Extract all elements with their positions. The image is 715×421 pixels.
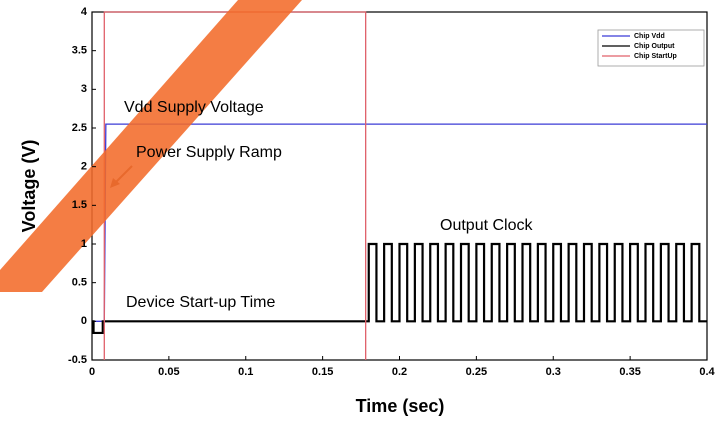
x-tick-label: 0.2: [392, 366, 407, 378]
x-tick-label: 0.4: [699, 366, 715, 378]
x-tick-label: 0.25: [466, 366, 487, 378]
x-tick-label: 0.1: [238, 366, 253, 378]
arrow-line: [113, 165, 133, 185]
legend-label: Chip StartUp: [634, 53, 677, 60]
y-axis-title: Voltage (V): [19, 140, 39, 233]
x-axis-title: Time (sec): [356, 396, 445, 416]
legend-label: Chip Vdd: [634, 33, 665, 40]
x-tick-label: 0.15: [312, 366, 333, 378]
y-tick-label: 4: [81, 6, 88, 18]
arrow: [110, 165, 133, 188]
y-tick-label: -0.5: [68, 354, 87, 366]
x-tick-label: 0: [89, 366, 95, 378]
legend: [597, 29, 705, 67]
y-tick-label: 2: [81, 161, 87, 173]
y-tick-label: 1.5: [72, 199, 87, 211]
y-tick-label: 2.5: [72, 122, 87, 134]
y-tick-label: 0: [81, 315, 87, 327]
y-tick-label: 0.5: [72, 277, 87, 289]
x-tick-label: 0.05: [158, 366, 179, 378]
x-tick-label: 0.3: [546, 366, 561, 378]
arrow-head: [110, 178, 120, 188]
annotation: Device Start-up Time: [126, 294, 275, 311]
y-tick-label: 1: [81, 238, 87, 250]
overlay-banner: [0, 0, 302, 292]
y-tick-label: 3.5: [72, 45, 87, 57]
x-tick-label: 0.35: [619, 366, 640, 378]
annotation: Vdd Supply Voltage: [124, 99, 264, 116]
annotation: Output Clock: [440, 217, 533, 234]
y-tick-label: 3: [81, 83, 87, 95]
annotation: Power Supply Ramp: [136, 144, 282, 161]
series-line: [92, 242, 707, 335]
series-line: [92, 123, 707, 322]
legend-label: Chip Output: [634, 43, 675, 50]
